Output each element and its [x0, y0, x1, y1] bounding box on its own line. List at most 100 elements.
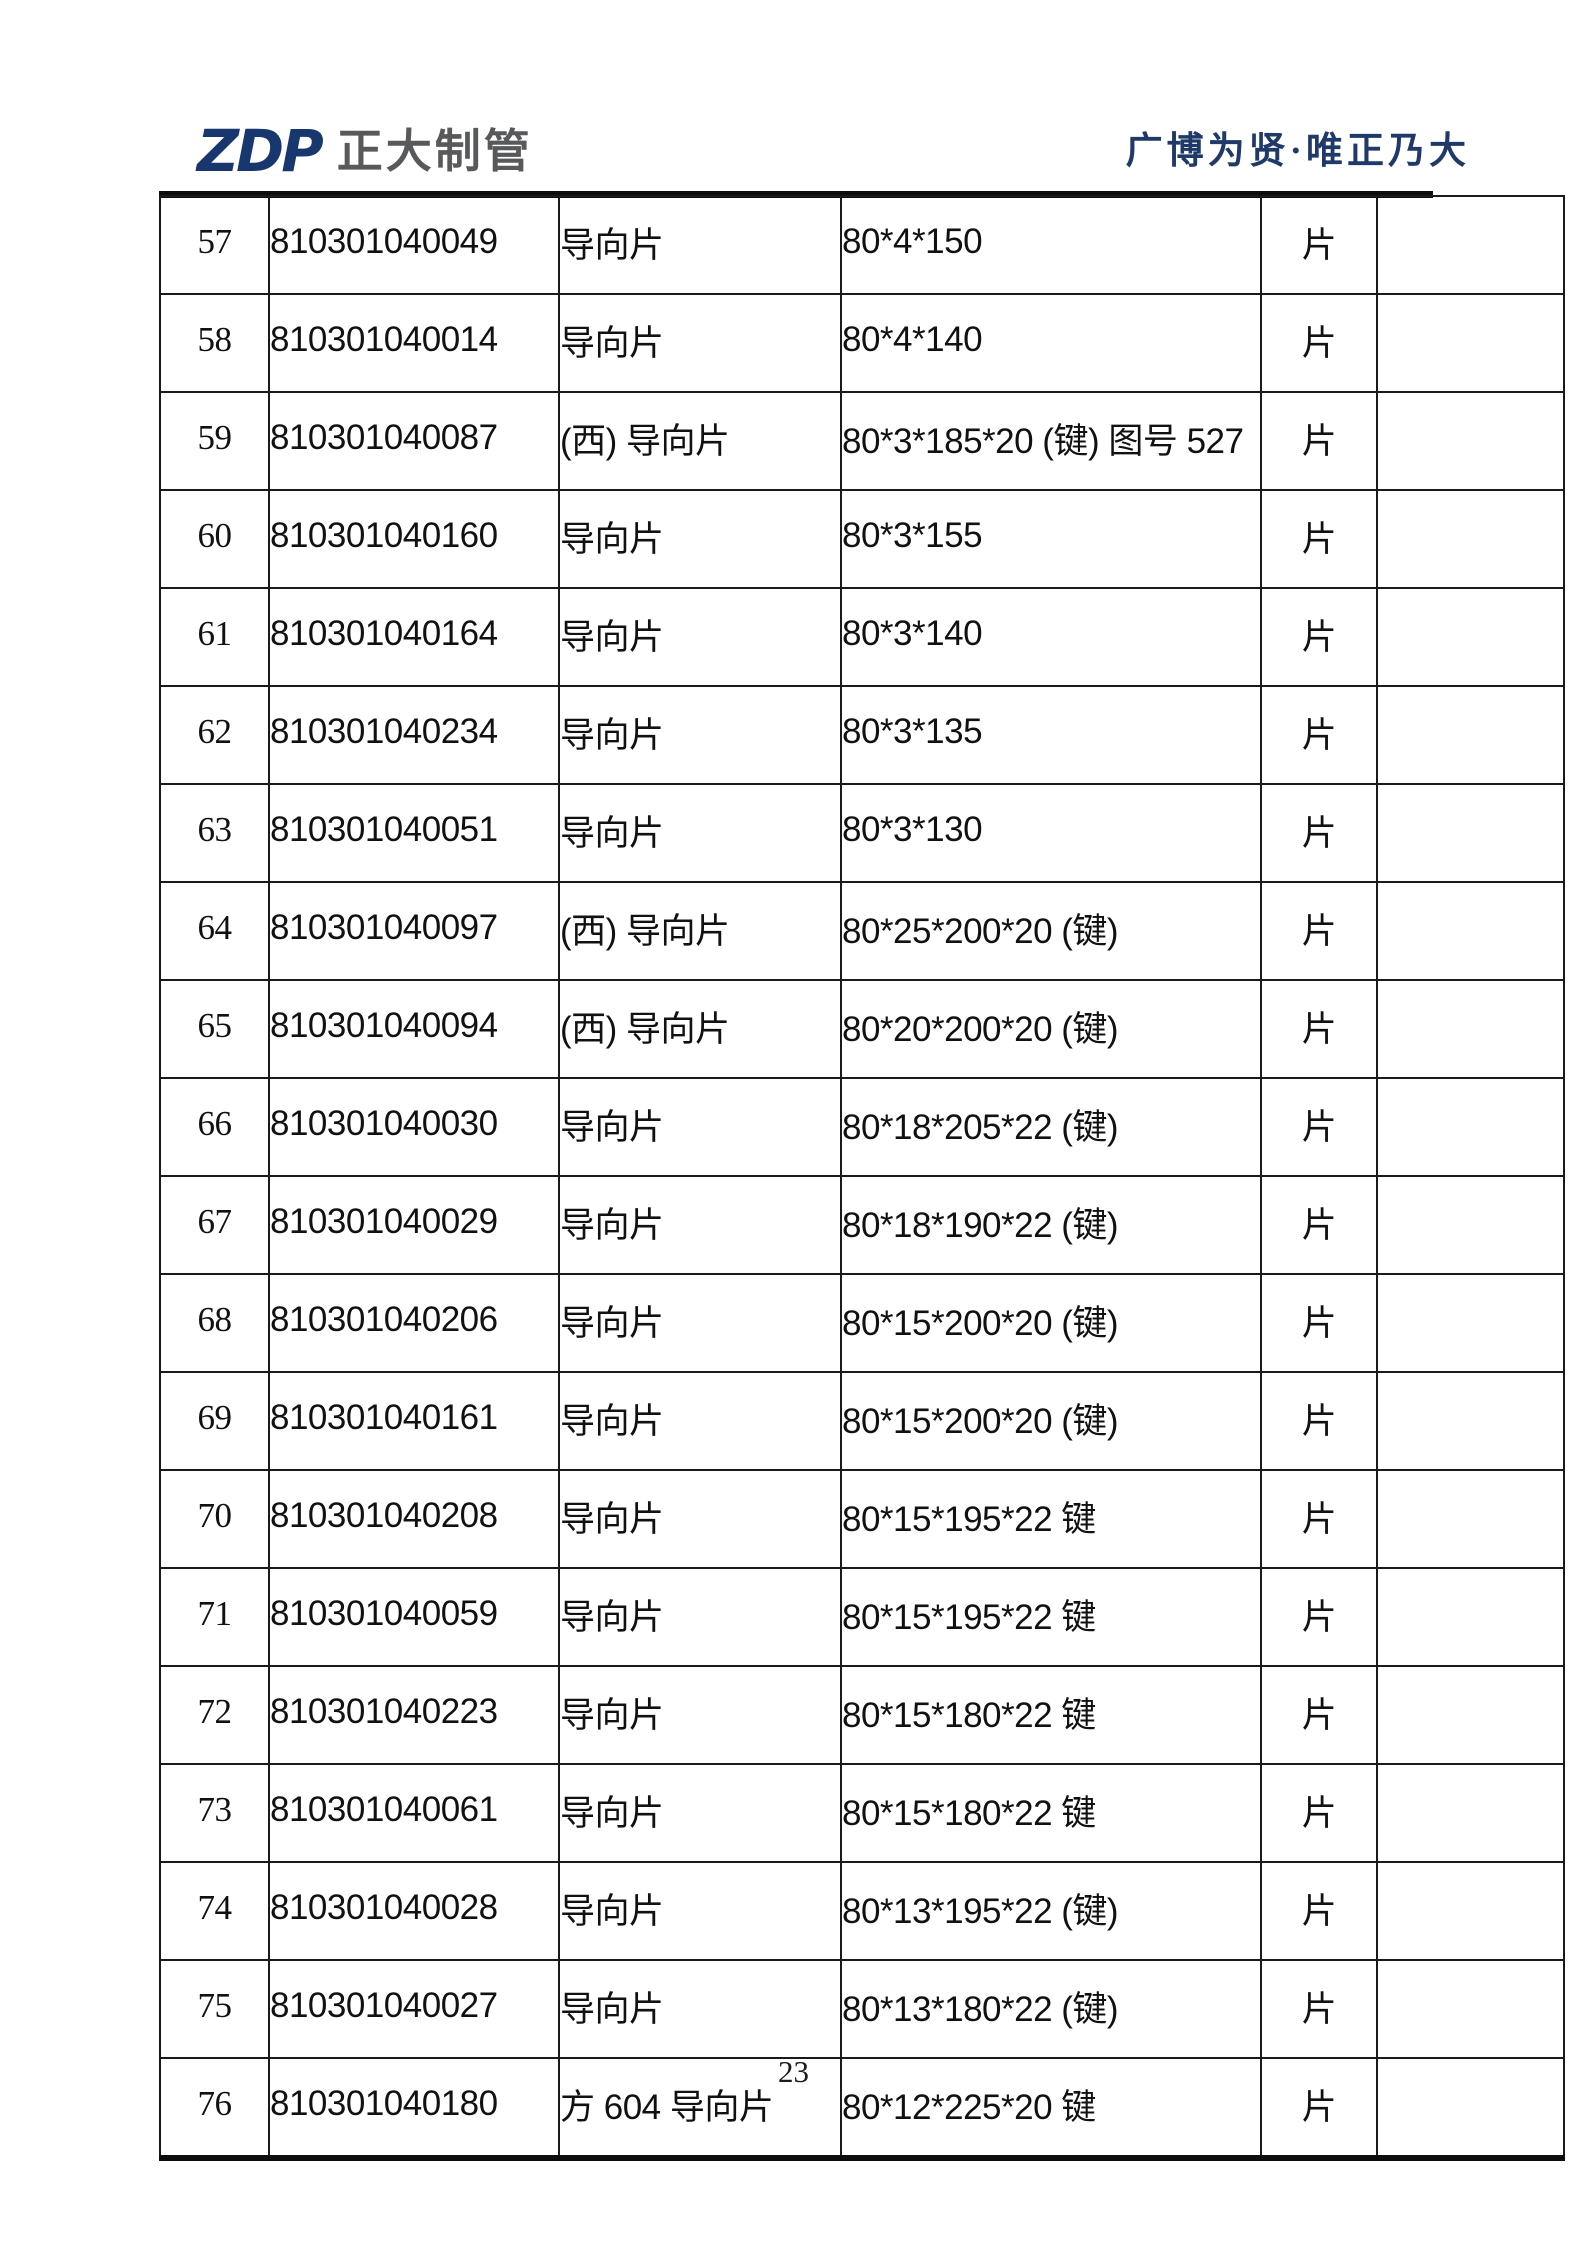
product-name-cell: 导向片 — [558, 1763, 842, 1863]
remark-cell — [1376, 195, 1565, 295]
remark-cell — [1376, 587, 1565, 687]
specification-cell: 80*25*200*20 (键) — [840, 881, 1262, 981]
table-row: 64 810301040097 (西) 导向片 80*25*200*20 (键)… — [159, 881, 1565, 981]
remark-cell — [1376, 293, 1565, 393]
row-number-cell: 64 — [159, 881, 270, 981]
material-code-cell: 810301040029 — [268, 1175, 560, 1275]
product-name-cell: (西) 导向片 — [558, 391, 842, 491]
company-motto: 广博为贤·唯正乃大 — [1125, 131, 1470, 172]
row-number-cell: 63 — [159, 783, 270, 883]
table-row: 73 810301040061 导向片 80*15*180*22 键 片 — [159, 1763, 1565, 1863]
material-code-cell: 810301040223 — [268, 1665, 560, 1765]
specification-cell: 80*15*200*20 (键) — [840, 1273, 1262, 1373]
product-name-cell: 导向片 — [558, 293, 842, 393]
table-row: 72 810301040223 导向片 80*15*180*22 键 片 — [159, 1665, 1565, 1765]
table-row: 61 810301040164 导向片 80*3*140 片 — [159, 587, 1565, 687]
product-name-cell: 导向片 — [558, 783, 842, 883]
table-row: 76 810301040180 方 604 导向片 80*12*225*20 键… — [159, 2057, 1565, 2161]
material-code-cell: 810301040030 — [268, 1077, 560, 1177]
remark-cell — [1376, 1273, 1565, 1373]
specification-cell: 80*3*135 — [840, 685, 1262, 785]
unit-cell: 片 — [1260, 1763, 1378, 1863]
material-code-cell: 810301040087 — [268, 391, 560, 491]
product-name-cell: 导向片 — [558, 1175, 842, 1275]
unit-cell: 片 — [1260, 1371, 1378, 1471]
remark-cell — [1376, 1077, 1565, 1177]
row-number-cell: 57 — [159, 195, 270, 295]
material-code-cell: 810301040164 — [268, 587, 560, 687]
page-number: 23 — [778, 2054, 809, 2089]
unit-cell: 片 — [1260, 587, 1378, 687]
unit-cell: 片 — [1260, 1959, 1378, 2059]
specification-cell: 80*15*180*22 键 — [840, 1763, 1262, 1863]
table-row: 65 810301040094 (西) 导向片 80*20*200*20 (键)… — [159, 979, 1565, 1079]
material-code-cell: 810301040180 — [268, 2057, 560, 2161]
row-number-cell: 61 — [159, 587, 270, 687]
remark-cell — [1376, 685, 1565, 785]
specification-cell: 80*15*180*22 键 — [840, 1665, 1262, 1765]
table-row: 75 810301040027 导向片 80*13*180*22 (键) 片 — [159, 1959, 1565, 2059]
product-name-cell: (西) 导向片 — [558, 881, 842, 981]
material-code-cell: 810301040208 — [268, 1469, 560, 1569]
remark-cell — [1376, 1665, 1565, 1765]
table-row: 71 810301040059 导向片 80*15*195*22 键 片 — [159, 1567, 1565, 1667]
row-number-cell: 68 — [159, 1273, 270, 1373]
table-row: 69 810301040161 导向片 80*15*200*20 (键) 片 — [159, 1371, 1565, 1471]
row-number-cell: 72 — [159, 1665, 270, 1765]
material-code-cell: 810301040027 — [268, 1959, 560, 2059]
table-row: 62 810301040234 导向片 80*3*135 片 — [159, 685, 1565, 785]
product-name-cell: 导向片 — [558, 1273, 842, 1373]
unit-cell: 片 — [1260, 1665, 1378, 1765]
material-code-cell: 810301040234 — [268, 685, 560, 785]
material-code-cell: 810301040051 — [268, 783, 560, 883]
unit-cell: 片 — [1260, 1175, 1378, 1275]
material-code-cell: 810301040014 — [268, 293, 560, 393]
specification-cell: 80*13*195*22 (键) — [840, 1861, 1262, 1961]
product-name-cell: 导向片 — [558, 1077, 842, 1177]
unit-cell: 片 — [1260, 1273, 1378, 1373]
material-code-cell: 810301040161 — [268, 1371, 560, 1471]
specification-cell: 80*3*140 — [840, 587, 1262, 687]
row-number-cell: 58 — [159, 293, 270, 393]
specification-cell: 80*13*180*22 (键) — [840, 1959, 1262, 2059]
material-code-cell: 810301040059 — [268, 1567, 560, 1667]
specification-cell: 80*3*155 — [840, 489, 1262, 589]
specification-cell: 80*15*195*22 键 — [840, 1567, 1262, 1667]
specification-cell: 80*18*205*22 (键) — [840, 1077, 1262, 1177]
unit-cell: 片 — [1260, 1567, 1378, 1667]
remark-cell — [1376, 979, 1565, 1079]
unit-cell: 片 — [1260, 489, 1378, 589]
unit-cell: 片 — [1260, 1077, 1378, 1177]
specification-cell: 80*12*225*20 键 — [840, 2057, 1262, 2161]
company-name-text: 正大制管 — [336, 125, 533, 177]
material-code-cell: 810301040094 — [268, 979, 560, 1079]
table-row: 63 810301040051 导向片 80*3*130 片 — [159, 783, 1565, 883]
header-rule — [159, 191, 1433, 198]
table-row: 68 810301040206 导向片 80*15*200*20 (键) 片 — [159, 1273, 1565, 1373]
specification-cell: 80*4*150 — [840, 195, 1262, 295]
product-name-cell: 导向片 — [558, 1469, 842, 1569]
product-name-cell: 导向片 — [558, 1861, 842, 1961]
unit-cell: 片 — [1260, 881, 1378, 981]
row-number-cell: 73 — [159, 1763, 270, 1863]
unit-cell: 片 — [1260, 979, 1378, 1079]
remark-cell — [1376, 391, 1565, 491]
product-name-cell: 导向片 — [558, 195, 842, 295]
unit-cell: 片 — [1260, 195, 1378, 295]
row-number-cell: 60 — [159, 489, 270, 589]
remark-cell — [1376, 1861, 1565, 1961]
row-number-cell: 65 — [159, 979, 270, 1079]
table-row: 59 810301040087 (西) 导向片 80*3*185*20 (键) … — [159, 391, 1565, 491]
specification-cell: 80*3*185*20 (键) 图号 527 — [840, 391, 1262, 491]
material-code-cell: 810301040049 — [268, 195, 560, 295]
row-number-cell: 59 — [159, 391, 270, 491]
row-number-cell: 71 — [159, 1567, 270, 1667]
company-logo: ZDP 正大制管 — [197, 120, 533, 182]
specification-cell: 80*15*200*20 (键) — [840, 1371, 1262, 1471]
specification-cell: 80*15*195*22 键 — [840, 1469, 1262, 1569]
row-number-cell: 70 — [159, 1469, 270, 1569]
product-name-cell: 导向片 — [558, 685, 842, 785]
table-row: 57 810301040049 导向片 80*4*150 片 — [159, 195, 1565, 295]
unit-cell: 片 — [1260, 1469, 1378, 1569]
